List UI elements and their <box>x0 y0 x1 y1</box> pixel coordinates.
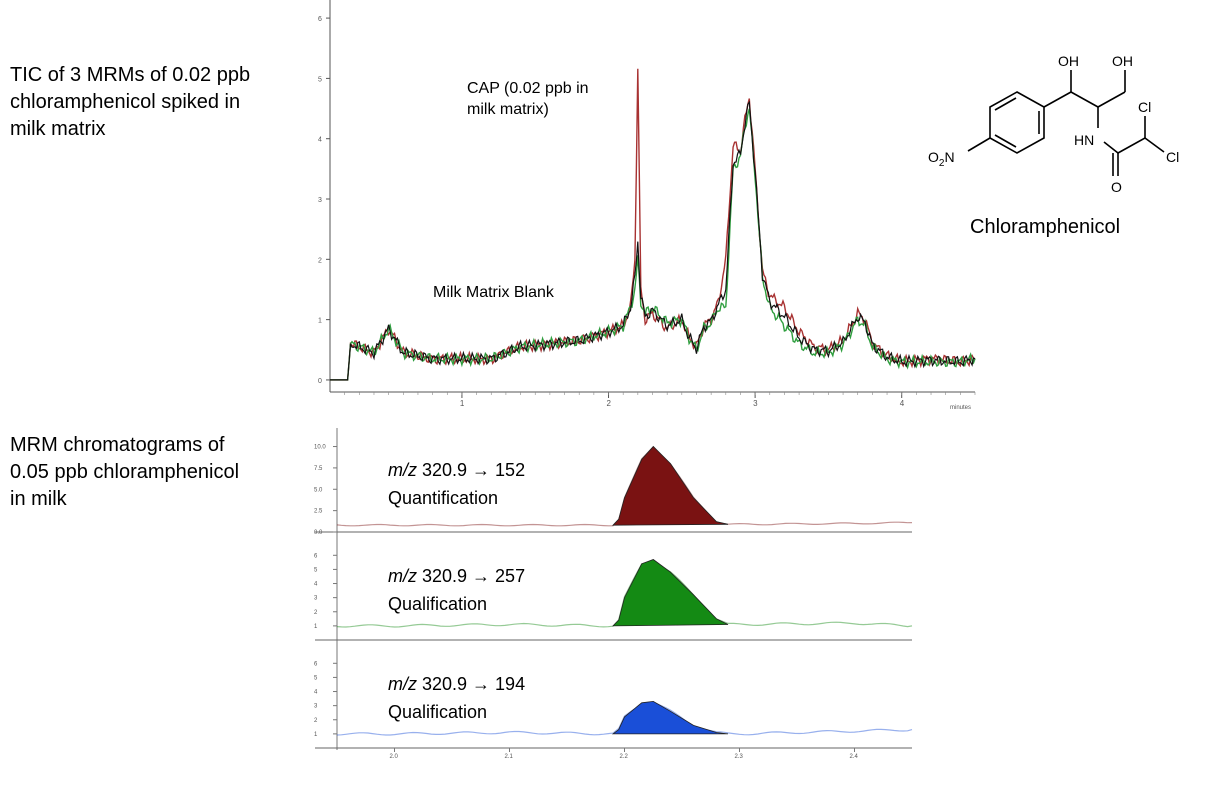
tic-ticks: 1 2 3 4 0 1 2 3 4 5 6 minutes <box>318 16 976 411</box>
mrm-y-tick-label: 6 <box>314 661 318 667</box>
mrm-trace-line <box>336 560 913 628</box>
mrm-panel: 1 2 3 4 5 6 m/z 320.9 → 194 Qualification <box>314 661 913 749</box>
mrm-panel: 1 2 3 4 5 6 m/z 320.9 → 257 Qualification <box>314 553 913 641</box>
tic-x-tick-label: 4 <box>900 399 905 408</box>
mrm-y-tick-label: 5 <box>314 675 318 681</box>
mrm-y-tick-label: 10.0 <box>314 445 326 451</box>
tic-y-tick-label: 2 <box>318 257 322 264</box>
ring-double-bond-1 <box>994 97 1017 111</box>
mrm-y-tick-label: 6 <box>314 553 318 559</box>
mrm-x-tick-label: 2.4 <box>850 754 859 760</box>
chloramphenicol-structure <box>967 70 1165 176</box>
tic-y-tick-label: 1 <box>318 318 322 325</box>
tic-lines <box>330 68 976 381</box>
cap-series-line <box>330 68 976 381</box>
mrm-y-tick-label: 1 <box>314 624 318 630</box>
mrm-chart: 0.0 2.5 5.0 7.5 10.0 m/z 320.9 → 152 Quantific… <box>314 428 913 760</box>
atom-hn: HN <box>1074 132 1094 148</box>
mrm-peak-area <box>612 445 729 526</box>
mz-prefix: m/z <box>388 674 417 694</box>
structure-name: Chloramphenicol <box>970 216 1120 238</box>
transition-value: 320.9 → 257 <box>417 566 525 586</box>
bond-n-c4 <box>1103 141 1119 154</box>
mrm-mode-label: Qualification <box>388 702 487 722</box>
mrm-panel: 0.0 2.5 5.0 7.5 10.0 m/z 320.9 → 152 Quantific… <box>314 445 913 536</box>
atom-o: O <box>1111 179 1122 195</box>
tic-chart: 1 2 3 4 0 1 2 3 4 5 6 minutes CAP (0.02 ppb in milk … <box>318 0 976 411</box>
nitro-bond <box>967 137 991 152</box>
benzene-ring <box>989 91 1045 154</box>
atom-cl-2: Cl <box>1166 149 1179 165</box>
bond-c5-cl2 <box>1144 137 1165 153</box>
tic-y-tick-label: 6 <box>318 16 322 23</box>
tic-caption: TIC of 3 MRMs of 0.02 ppb chloramphenico… <box>10 64 251 140</box>
atom-oh-1: OH <box>1058 53 1079 69</box>
mrm-transition-label: m/z 320.9 → 257 <box>388 566 525 586</box>
mrm-x-tick-label: 2.3 <box>735 754 744 760</box>
mrm-transition-label: m/z 320.9 → 152 <box>388 460 525 480</box>
ring-double-bond-3 <box>994 134 1017 148</box>
tic-y-tick-label: 5 <box>318 76 322 83</box>
mz-prefix: m/z <box>388 460 417 480</box>
atom-cl-1: Cl <box>1138 99 1151 115</box>
bond-c2-c3 <box>1097 91 1126 108</box>
mrm-y-tick-label: 2 <box>314 718 318 724</box>
mrm-transition-label: m/z 320.9 → 194 <box>388 674 525 694</box>
mrm-y-tick-label: 3 <box>314 704 318 710</box>
bond-c1-c2 <box>1070 91 1099 108</box>
tic-y-tick-label: 3 <box>318 197 322 204</box>
transition-value: 320.9 → 194 <box>417 674 525 694</box>
tic-y-tick-label: 4 <box>318 137 322 144</box>
structure-labels: OH OH Cl Cl HN O O2N Chloramphenicol <box>928 53 1179 238</box>
cap-annotation: CAP (0.02 ppb in milk matrix) <box>467 80 589 118</box>
mrm-y-tick-label: 4 <box>314 690 318 696</box>
mrm-mode-label: Quantification <box>388 488 498 508</box>
bond-c4-c5 <box>1117 137 1146 154</box>
atom-o2n: O2N <box>928 149 955 169</box>
mrm-y-tick-label: 5.0 <box>314 487 323 493</box>
bond-ring-c1 <box>1043 91 1072 108</box>
mrm-x-tick-label: 2.0 <box>390 754 399 760</box>
overlay-series-line <box>330 100 976 381</box>
tic-x-tick-label: 1 <box>460 399 465 408</box>
mrm-y-tick-label: 2 <box>314 610 318 616</box>
mrm-y-tick-label: 1 <box>314 732 318 738</box>
mrm-caption: MRM chromatograms of 0.05 ppb chloramphe… <box>10 434 240 510</box>
mrm-y-tick-label: 4 <box>314 582 318 588</box>
mrm-y-tick-label: 2.5 <box>314 509 323 515</box>
mrm-mode-label: Qualification <box>388 594 487 614</box>
tic-x-tick-label: 3 <box>753 399 758 408</box>
tic-y-tick-label: 0 <box>318 378 322 385</box>
atom-oh-2: OH <box>1112 53 1133 69</box>
blank-series-line <box>330 108 976 381</box>
tic-x-axis-label: minutes <box>950 405 971 411</box>
mrm-y-tick-label: 3 <box>314 596 318 602</box>
mz-prefix: m/z <box>388 566 417 586</box>
mrm-peak-area <box>612 559 729 627</box>
mrm-y-tick-label: 5 <box>314 567 318 573</box>
transition-value: 320.9 → 152 <box>417 460 525 480</box>
mrm-peak-area <box>611 700 729 735</box>
mrm-y-tick-label: 0.0 <box>314 530 323 536</box>
mrm-x-tick-label: 2.2 <box>620 754 629 760</box>
tic-x-tick-label: 2 <box>607 399 612 408</box>
blank-annotation: Milk Matrix Blank <box>433 284 555 301</box>
mrm-y-tick-label: 7.5 <box>314 466 323 472</box>
mrm-x-tick-label: 2.1 <box>505 754 514 760</box>
